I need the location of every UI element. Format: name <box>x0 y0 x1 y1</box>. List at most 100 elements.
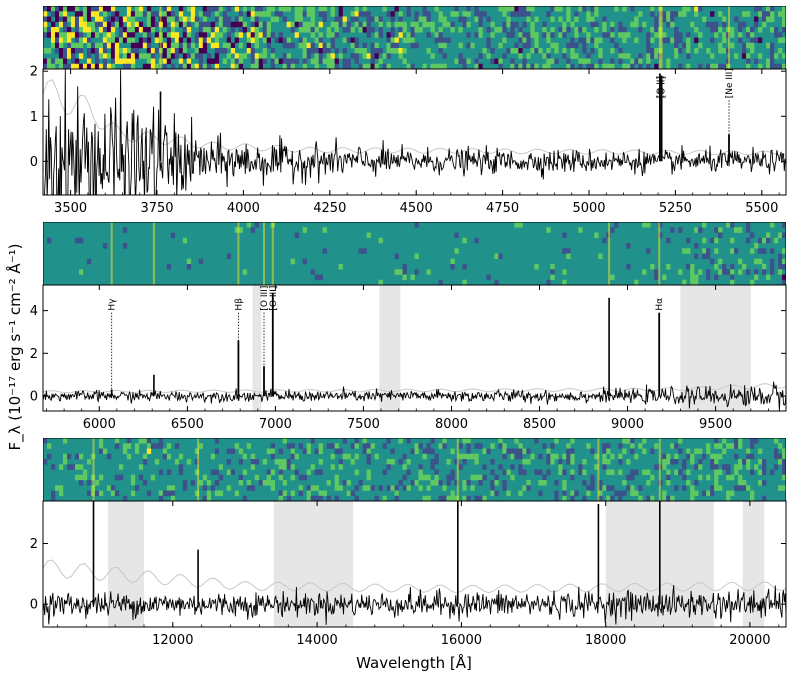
strip-pixel <box>706 443 711 449</box>
strip-pixel <box>146 58 152 65</box>
strip-pixel <box>346 58 351 65</box>
strip-pixel <box>318 274 323 281</box>
strip-pixel <box>402 464 407 470</box>
strip-pixel <box>366 11 371 17</box>
strip-pixel <box>258 63 263 69</box>
strip-pixel <box>782 63 786 69</box>
strip-pixel <box>702 16 707 23</box>
strip-pixel <box>494 27 499 33</box>
strip-pixel <box>234 53 240 59</box>
strip-pixel <box>166 443 172 449</box>
strip-pixel <box>138 464 144 470</box>
strip-pixel <box>154 32 160 38</box>
strip-pixel <box>482 448 487 455</box>
strip-pixel <box>162 11 168 17</box>
strip-pixel <box>578 227 583 233</box>
strip-pixel <box>46 237 52 244</box>
strip-pixel <box>106 21 112 28</box>
strip-pixel <box>570 63 575 69</box>
strip-pixel <box>442 53 447 59</box>
strip-pixel <box>562 453 567 460</box>
strip-pixel <box>222 58 228 65</box>
strip-emission-trace <box>197 438 200 501</box>
strip-pixel <box>758 27 763 33</box>
strip-pixel <box>610 453 615 460</box>
strip-pixel <box>630 485 635 491</box>
strip-pixel <box>294 232 299 239</box>
strip-pixel <box>254 58 260 65</box>
strip-pixel <box>70 42 76 49</box>
strip-pixel <box>614 490 619 497</box>
strip-pixel <box>618 490 623 497</box>
strip-pixel <box>510 63 515 69</box>
strip-pixel <box>70 464 76 470</box>
emission-line-label: Hα <box>655 298 665 311</box>
strip-pixel <box>50 32 56 38</box>
strip-pixel <box>366 453 371 460</box>
strip-pixel <box>398 27 403 33</box>
strip-pixel <box>462 438 467 444</box>
strip-pixel <box>478 495 483 501</box>
strip-pixel <box>78 32 84 38</box>
strip-pixel <box>626 485 631 491</box>
strip-pixel <box>150 48 156 54</box>
strip-pixel <box>154 11 160 17</box>
strip-pixel <box>182 485 188 491</box>
strip-pixel <box>310 464 315 470</box>
plot-frame <box>42 284 787 412</box>
strip-pixel <box>446 37 451 44</box>
strip-pixel <box>290 58 295 65</box>
strip-pixel <box>502 448 507 455</box>
strip-pixel <box>566 448 571 455</box>
strip-pixel <box>746 453 751 460</box>
y-tick-label: 1 <box>30 110 38 125</box>
strip-pixel <box>782 37 786 44</box>
strip-pixel <box>682 474 687 481</box>
strip-pixel <box>430 459 435 465</box>
strip-pixel <box>770 53 775 59</box>
strip-pixel <box>706 448 711 455</box>
strip-pixel <box>346 63 351 69</box>
strip-pixel <box>202 63 208 69</box>
strip-pixel <box>714 438 719 444</box>
strip-pixel <box>182 32 188 38</box>
strip-pixel <box>210 485 216 491</box>
strip-pixel <box>742 48 747 54</box>
strip-pixel <box>698 448 703 455</box>
strip-pixel <box>686 469 691 476</box>
strip-pixel <box>390 27 395 33</box>
strip-pixel <box>734 438 739 444</box>
strip-pixel <box>214 63 220 69</box>
strip-pixel <box>522 469 527 476</box>
strip-pixel <box>510 453 515 460</box>
strip-pixel <box>258 480 263 486</box>
strip-pixel <box>438 42 443 49</box>
strip-pixel <box>230 448 236 455</box>
strip-pixel <box>306 48 311 54</box>
strip-pixel <box>430 21 435 28</box>
y-tick-label: 4 <box>30 304 38 319</box>
strip-pixel <box>750 248 755 254</box>
strip-pixel <box>450 21 455 28</box>
strip-pixel <box>462 459 467 465</box>
strip-pixel <box>122 448 128 455</box>
strip-pixel <box>738 474 743 481</box>
strip-pixel <box>454 58 459 65</box>
strip-pixel <box>542 63 547 69</box>
strip-pixel <box>566 42 571 49</box>
strip-pixel <box>238 42 244 49</box>
strip-pixel <box>198 53 204 59</box>
strip-pixel <box>610 48 615 54</box>
strip-pixel <box>118 474 124 481</box>
strip-pixel <box>650 495 655 501</box>
strip-pixel <box>486 448 491 455</box>
strip-pixel <box>742 21 747 28</box>
strip-pixel <box>466 453 471 460</box>
strip-pixel <box>462 16 467 23</box>
strip-pixel <box>246 222 252 228</box>
strip-pixel <box>442 16 447 23</box>
strip-pixel <box>322 11 327 17</box>
strip-pixel <box>690 485 695 491</box>
strip-pixel <box>598 58 603 65</box>
strip-pixel <box>606 485 611 491</box>
